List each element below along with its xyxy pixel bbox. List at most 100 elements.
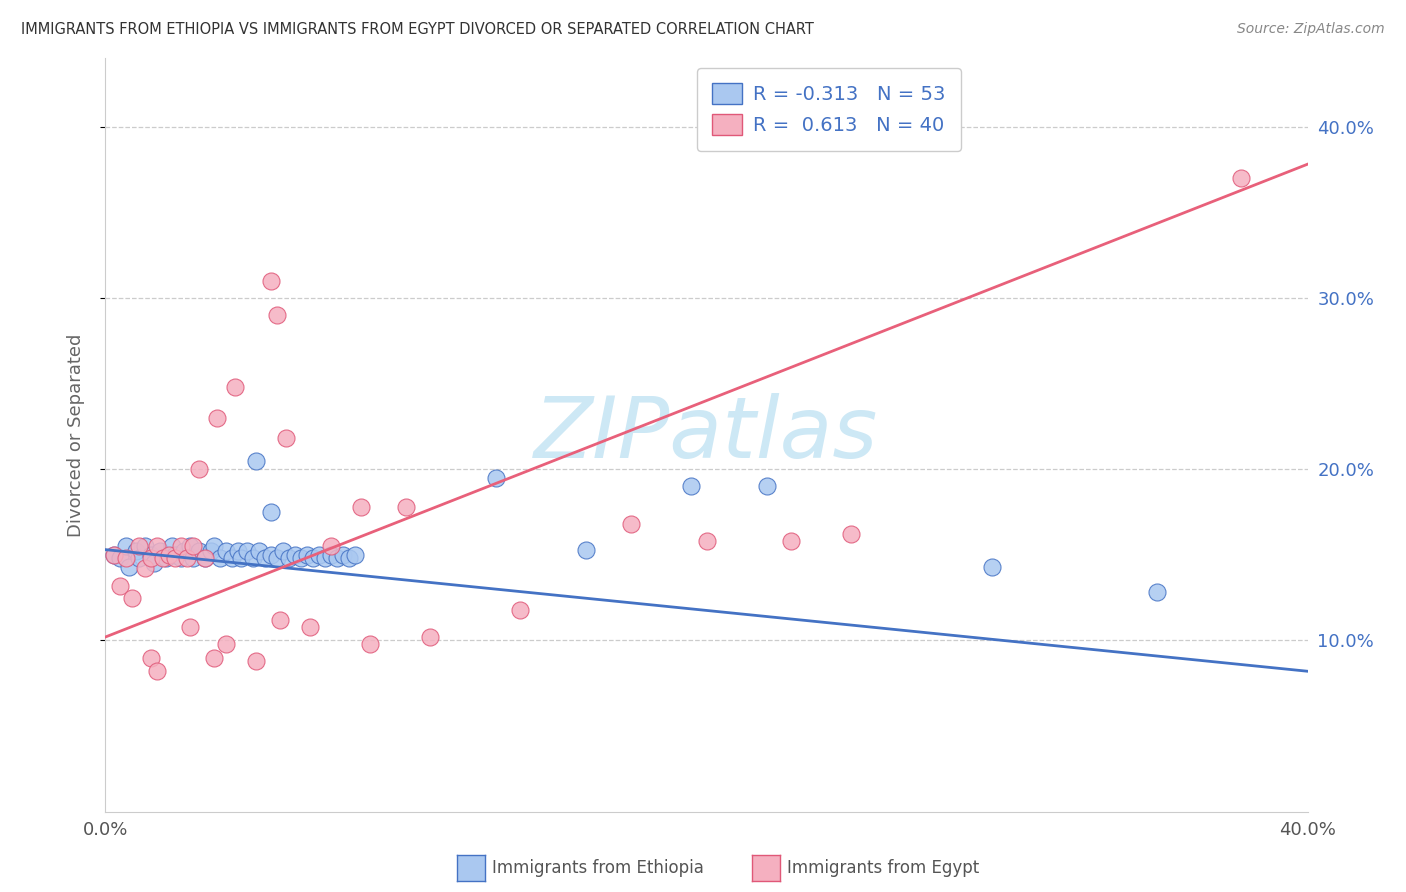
Point [269,613,291,627]
Point [839,527,862,541]
Point [115,551,138,566]
Point [981,559,1004,574]
Point [696,534,718,549]
Point [343,548,366,562]
Point [274,431,297,445]
Point [214,544,236,558]
Point [163,548,186,562]
Point [337,551,360,566]
Point [110,578,132,592]
Point [326,551,349,566]
Point [142,557,165,571]
Point [181,551,204,566]
Point [359,637,381,651]
Point [319,539,342,553]
Point [301,551,323,566]
Point [194,551,217,566]
Point [260,548,283,562]
Point [779,534,801,549]
Point [160,539,183,553]
Point [214,637,236,651]
Point [200,544,222,558]
Point [173,544,195,558]
Point [245,453,267,467]
Text: ZIPatlas: ZIPatlas [534,393,879,476]
Text: IMMIGRANTS FROM ETHIOPIA VS IMMIGRANTS FROM EGYPT DIVORCED OR SEPARATED CORRELAT: IMMIGRANTS FROM ETHIOPIA VS IMMIGRANTS F… [21,22,814,37]
Point [485,471,508,485]
Point [115,539,138,553]
Point [245,654,267,668]
Point [179,620,201,634]
Point [145,665,167,679]
Point [350,500,373,514]
Point [139,650,162,665]
Point [332,548,354,562]
Y-axis label: Divorced or Separated: Divorced or Separated [66,334,84,536]
Point [308,548,330,562]
Point [179,539,201,553]
Point [187,462,209,476]
Point [277,551,299,566]
Point [1146,585,1168,599]
Point [157,548,180,562]
Point [284,548,307,562]
Point [509,602,531,616]
Point [169,539,191,553]
Point [295,548,318,562]
Point [128,539,150,553]
Point [419,630,441,644]
Point [163,551,186,566]
Point [176,551,198,566]
Point [266,308,288,322]
Point [298,620,321,634]
Point [145,539,167,553]
Point [247,544,270,558]
Point [620,516,643,531]
Point [139,551,162,566]
Point [110,551,132,566]
Point [224,380,246,394]
Point [103,548,125,562]
Point [118,559,141,574]
Point [202,650,225,665]
Point [260,505,283,519]
Point [226,544,249,558]
Text: Immigrants from Ethiopia: Immigrants from Ethiopia [492,859,704,877]
Point [253,551,276,566]
Point [271,544,294,558]
Point [314,551,336,566]
Point [319,548,342,562]
Point [134,539,156,553]
Point [155,551,177,566]
Point [1230,170,1253,185]
Point [290,551,312,566]
Point [148,544,170,558]
Point [202,539,225,553]
Point [169,551,191,566]
Point [181,539,204,553]
Point [128,551,150,566]
Point [235,544,257,558]
Point [208,551,231,566]
Point [242,551,264,566]
Point [266,551,288,566]
Point [575,542,598,557]
Point [139,548,162,562]
Point [681,479,703,493]
Point [187,544,209,558]
Point [152,551,174,566]
Legend: R = -0.313   N = 53, R =  0.613   N = 40: R = -0.313 N = 53, R = 0.613 N = 40 [697,68,962,151]
Point [124,544,146,558]
Point [755,479,778,493]
Point [395,500,418,514]
Point [221,551,243,566]
Point [229,551,252,566]
Point [134,561,156,575]
Text: Source: ZipAtlas.com: Source: ZipAtlas.com [1237,22,1385,37]
Point [103,548,125,562]
Point [194,551,217,566]
Point [121,591,143,605]
Point [260,274,283,288]
Text: Immigrants from Egypt: Immigrants from Egypt [787,859,980,877]
Point [205,410,228,425]
